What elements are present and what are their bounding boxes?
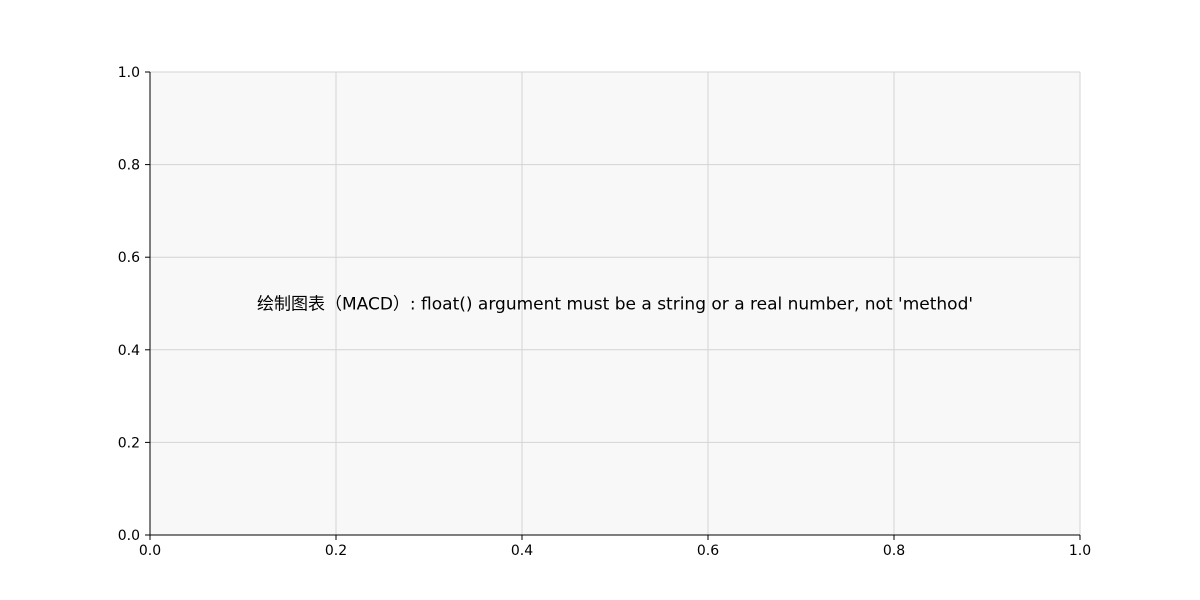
error-annotation: 绘制图表（MACD）: float() argument must be a s… <box>257 295 973 315</box>
y-tick-label: 1.0 <box>118 65 140 81</box>
x-tick-label: 0.4 <box>511 543 533 559</box>
y-tick-label: 0.4 <box>118 343 140 359</box>
y-tick-label: 0.8 <box>118 158 140 174</box>
y-tick-label: 0.2 <box>118 435 140 451</box>
x-tick-label: 0.0 <box>139 543 161 559</box>
x-tick-label: 0.6 <box>697 543 719 559</box>
x-tick-label: 0.2 <box>325 543 347 559</box>
x-tick-label: 1.0 <box>1069 543 1091 559</box>
x-tick-label: 0.8 <box>883 543 905 559</box>
axes <box>145 71 1081 540</box>
y-tick-label: 0.6 <box>118 250 140 266</box>
plot-area <box>150 72 1080 535</box>
tick-labels: 0.0 0.2 0.4 0.6 0.8 1.0 0.0 0.2 0.4 0.6 0.8 1.0 <box>118 65 1091 559</box>
y-tick-label: 0.0 <box>118 528 140 544</box>
